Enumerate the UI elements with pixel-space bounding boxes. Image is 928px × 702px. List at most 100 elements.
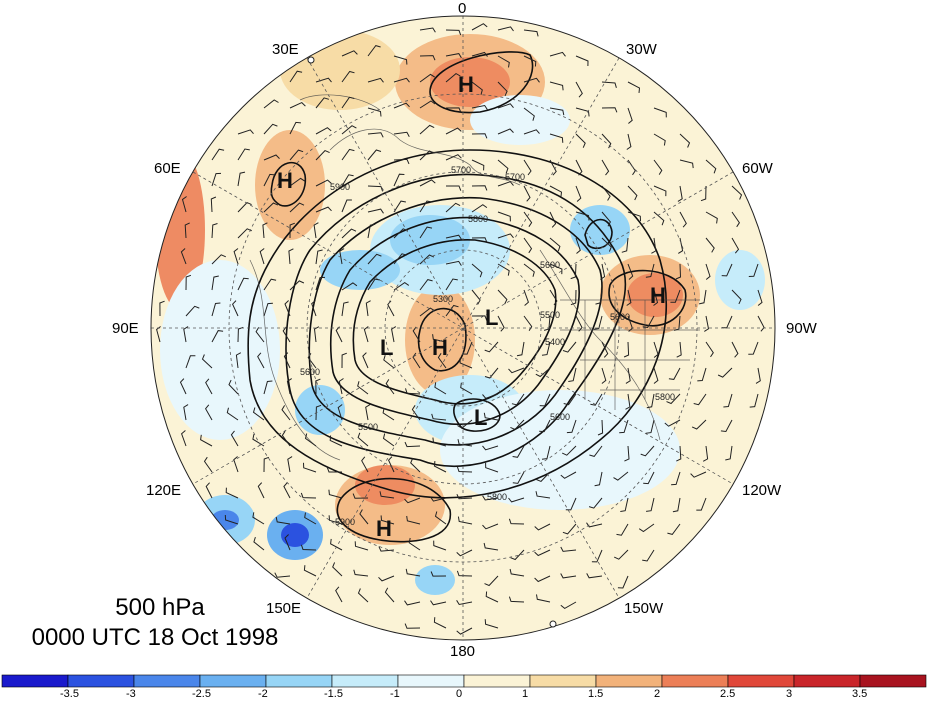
wind-barb [560, 573, 577, 579]
wind-barb [352, 493, 369, 499]
wind-barb [315, 127, 332, 135]
wind-barb [329, 435, 343, 447]
wind-barb [720, 419, 733, 433]
wind-barb [721, 263, 733, 277]
wind-barb [705, 263, 711, 280]
wind-barb [471, 51, 488, 57]
wind-barb [497, 211, 511, 222]
wind-barb [430, 571, 447, 577]
wind-barb [646, 393, 655, 409]
wind-barb [523, 107, 535, 121]
wind-barb [676, 445, 682, 462]
wind-barb [252, 512, 265, 525]
wind-barb [497, 81, 508, 97]
colorbar-swatch [1, 674, 69, 688]
wind-barb [510, 419, 525, 430]
lon-label-30e: 30E [272, 41, 299, 58]
wind-barb [616, 523, 629, 536]
wind-barb [589, 445, 603, 457]
wind-barb [446, 185, 462, 191]
low-label: L [474, 405, 487, 430]
wind-barb [667, 523, 681, 535]
wind-barb [575, 133, 586, 148]
wind-barb [341, 125, 357, 135]
colorbar-swatch [397, 674, 465, 688]
wind-barb [626, 133, 632, 150]
wind-barb [419, 150, 435, 161]
wind-barb [237, 129, 254, 135]
wind-barb [484, 619, 499, 629]
wind-barb [642, 315, 655, 328]
wind-barb [562, 523, 577, 535]
contour-label: 5900 [330, 182, 350, 192]
wind-barb [748, 263, 759, 277]
wind-barb [566, 419, 577, 434]
wind-barb [445, 234, 462, 240]
wind-barb [575, 237, 581, 254]
wind-barb [523, 129, 540, 135]
wind-barb [259, 248, 265, 265]
wind-barb [393, 253, 407, 265]
wind-barb [263, 99, 279, 109]
wind-barb [725, 445, 733, 461]
low-label: L [485, 305, 498, 330]
wind-barb [601, 211, 612, 227]
wind-barb [456, 466, 473, 473]
wind-barb [367, 77, 384, 83]
wind-barb [523, 29, 539, 37]
contour-label: 5600 [300, 367, 320, 377]
wind-barb [367, 253, 382, 265]
wind-barb [326, 467, 342, 473]
wind-barb [419, 226, 433, 239]
wind-barb [613, 549, 629, 560]
high-label: H [376, 516, 392, 541]
wind-barb [393, 281, 410, 291]
pressure-center-labels: H H H H H L L L [277, 72, 666, 541]
wind-barb [365, 300, 371, 317]
wind-barb [671, 471, 681, 486]
wind-barb [237, 202, 252, 213]
wind-barb [497, 159, 509, 174]
wind-barb [211, 148, 225, 161]
wind-barb [471, 159, 485, 171]
wind-barb [497, 233, 514, 239]
wind-barb [391, 326, 397, 343]
wind-barb [262, 222, 268, 239]
wind-barb [702, 445, 709, 462]
wind-barb [185, 305, 200, 317]
wind-barb [284, 534, 291, 551]
wind-barb [405, 388, 421, 395]
lon-label-120w: 120W [742, 482, 782, 499]
wind-barb [156, 326, 161, 343]
wind-barb [303, 565, 317, 577]
wind-barb [705, 211, 718, 224]
colorbar-tick-label: 3.5 [852, 688, 868, 700]
wind-barb [363, 326, 369, 343]
wind-barb [419, 100, 436, 109]
wind-barb [383, 355, 395, 369]
wind-barb [274, 572, 291, 578]
wind-barb [263, 154, 280, 161]
wind-barb [252, 434, 265, 447]
contour-label: 5500 [540, 310, 560, 320]
wind-barb [568, 367, 577, 382]
lon-label-0: 0 [458, 0, 467, 17]
wind-barb [252, 407, 265, 421]
wind-barb [534, 523, 551, 531]
wind-barb [357, 432, 369, 447]
wind-barb [362, 352, 369, 369]
colorbar-tick-label: 3 [786, 688, 793, 700]
wind-barb [723, 393, 733, 408]
wind-barb [289, 280, 305, 291]
wind-barb [405, 568, 421, 577]
wind-barb [705, 341, 714, 358]
wind-barb [653, 159, 663, 175]
wind-barb [483, 412, 499, 421]
wind-barb [471, 133, 488, 139]
wind-barb [367, 223, 376, 239]
wind-barb [575, 55, 589, 67]
wind-barb [534, 575, 551, 583]
colorbar-swatch [463, 674, 531, 688]
wind-barb [341, 228, 357, 239]
wind-barb [483, 542, 499, 551]
